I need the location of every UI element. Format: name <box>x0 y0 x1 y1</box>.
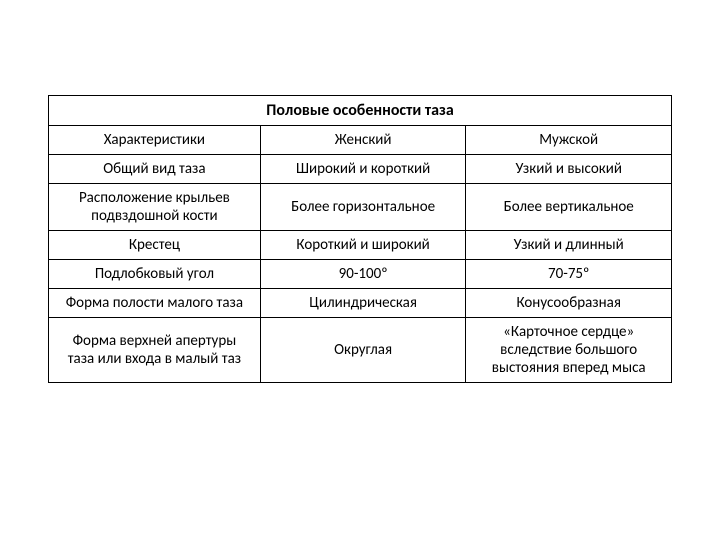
cell-female: Округлая <box>260 318 466 383</box>
cell-male: Конусообразная <box>466 289 672 318</box>
cell-male: 70-75º <box>466 260 672 289</box>
cell-female: Широкий и короткий <box>260 155 466 184</box>
cell-female: Короткий и широкий <box>260 231 466 260</box>
table-title: Половые особенности таза <box>49 96 672 126</box>
cell-male: «Карточное сердце» вследствие большого в… <box>466 318 672 383</box>
col-header-characteristic: Характеристики <box>49 126 261 155</box>
cell-female: Цилиндрическая <box>260 289 466 318</box>
table-row: Общий вид таза Широкий и короткий Узкий … <box>49 155 672 184</box>
cell-characteristic: Форма верхней апертуры таза или входа в … <box>49 318 261 383</box>
page: Половые особенности таза Характеристики … <box>0 0 720 540</box>
pelvis-comparison-table: Половые особенности таза Характеристики … <box>48 95 672 383</box>
table-row: Крестец Короткий и широкий Узкий и длинн… <box>49 231 672 260</box>
cell-characteristic: Расположение крыльев подвздошной кости <box>49 184 261 231</box>
cell-male: Узкий и длинный <box>466 231 672 260</box>
cell-characteristic: Форма полости малого таза <box>49 289 261 318</box>
cell-female: Более горизонтальное <box>260 184 466 231</box>
header-row: Характеристики Женский Мужской <box>49 126 672 155</box>
col-header-female: Женский <box>260 126 466 155</box>
cell-characteristic: Крестец <box>49 231 261 260</box>
table-row: Подлобковый угол 90-100º 70-75º <box>49 260 672 289</box>
col-header-male: Мужской <box>466 126 672 155</box>
table-row: Форма полости малого таза Цилиндрическая… <box>49 289 672 318</box>
cell-female: 90-100º <box>260 260 466 289</box>
cell-male: Более вертикальное <box>466 184 672 231</box>
cell-characteristic: Подлобковый угол <box>49 260 261 289</box>
cell-male: Узкий и высокий <box>466 155 672 184</box>
table-row: Расположение крыльев подвздошной кости Б… <box>49 184 672 231</box>
title-row: Половые особенности таза <box>49 96 672 126</box>
cell-characteristic: Общий вид таза <box>49 155 261 184</box>
table-row: Форма верхней апертуры таза или входа в … <box>49 318 672 383</box>
